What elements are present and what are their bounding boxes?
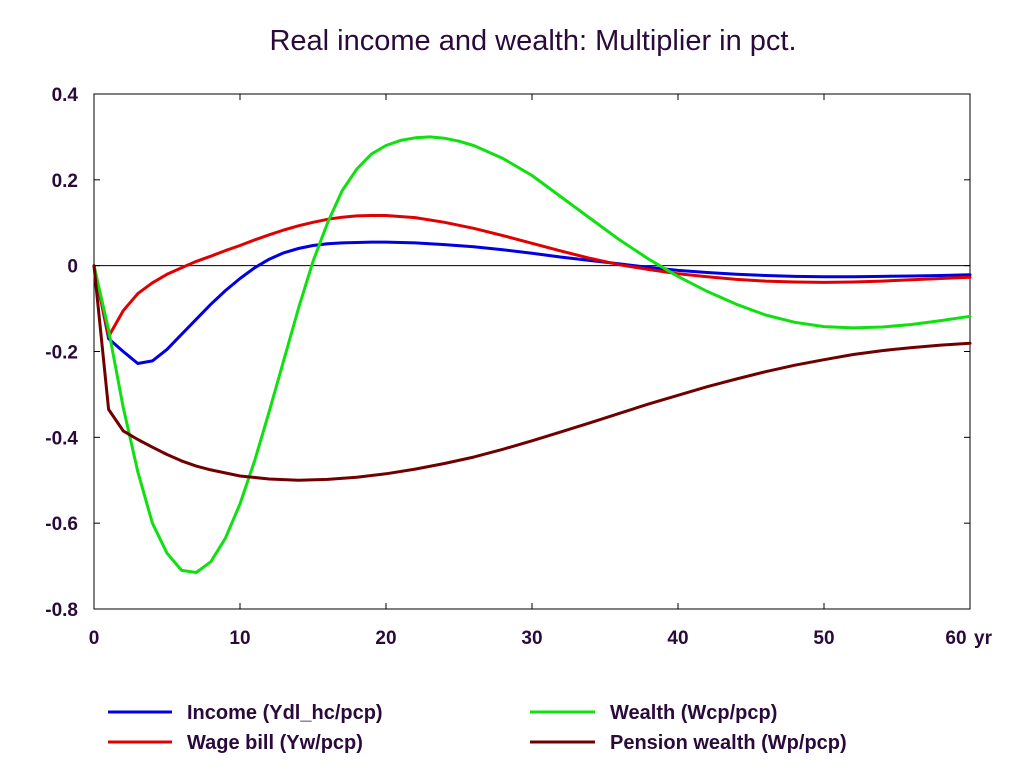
x-tick-label: 10	[229, 628, 250, 649]
y-tick-label: 0	[67, 257, 78, 278]
y-tick-label: -0.2	[45, 343, 78, 364]
series-line-2	[92, 135, 972, 574]
plot-area: 0.4 0.2 0 -0.2 -0.4 -0.6 -0.8 0 10 20 30 40 50 60 yr	[45, 85, 992, 649]
x-tick-label: 20	[375, 628, 396, 649]
x-unit-label: yr	[974, 628, 993, 649]
y-tick-label: 0.2	[52, 171, 78, 192]
legend: Income (Ydl_hc/pcp) Wage bill (Yw/pcp) Wea…	[108, 702, 847, 754]
x-tick-label: 50	[813, 628, 834, 649]
x-tick-label: 30	[521, 628, 542, 649]
y-tick-label: -0.8	[45, 600, 78, 621]
legend-label-1: Wage bill (Yw/pcp)	[187, 732, 363, 754]
y-tick-label: -0.4	[45, 428, 78, 449]
legend-label-0: Income (Ydl_hc/pcp)	[187, 702, 383, 724]
series-line-0	[92, 240, 972, 365]
x-tick-label: 40	[667, 628, 688, 649]
y-tick-label: 0.4	[52, 85, 79, 106]
chart-title: Real income and wealth: Multiplier in pc…	[269, 25, 796, 57]
series-line-3	[92, 264, 972, 482]
y-tick-label: -0.6	[45, 514, 78, 535]
x-tick-label: 60	[945, 628, 966, 649]
plot-frame	[93, 93, 971, 610]
legend-label-2: Wealth (Wcp/pcp)	[610, 702, 777, 724]
x-tick-label: 0	[89, 628, 100, 649]
legend-label-3: Pension wealth (Wp/pcp)	[610, 732, 847, 754]
series-line-1	[92, 214, 972, 338]
